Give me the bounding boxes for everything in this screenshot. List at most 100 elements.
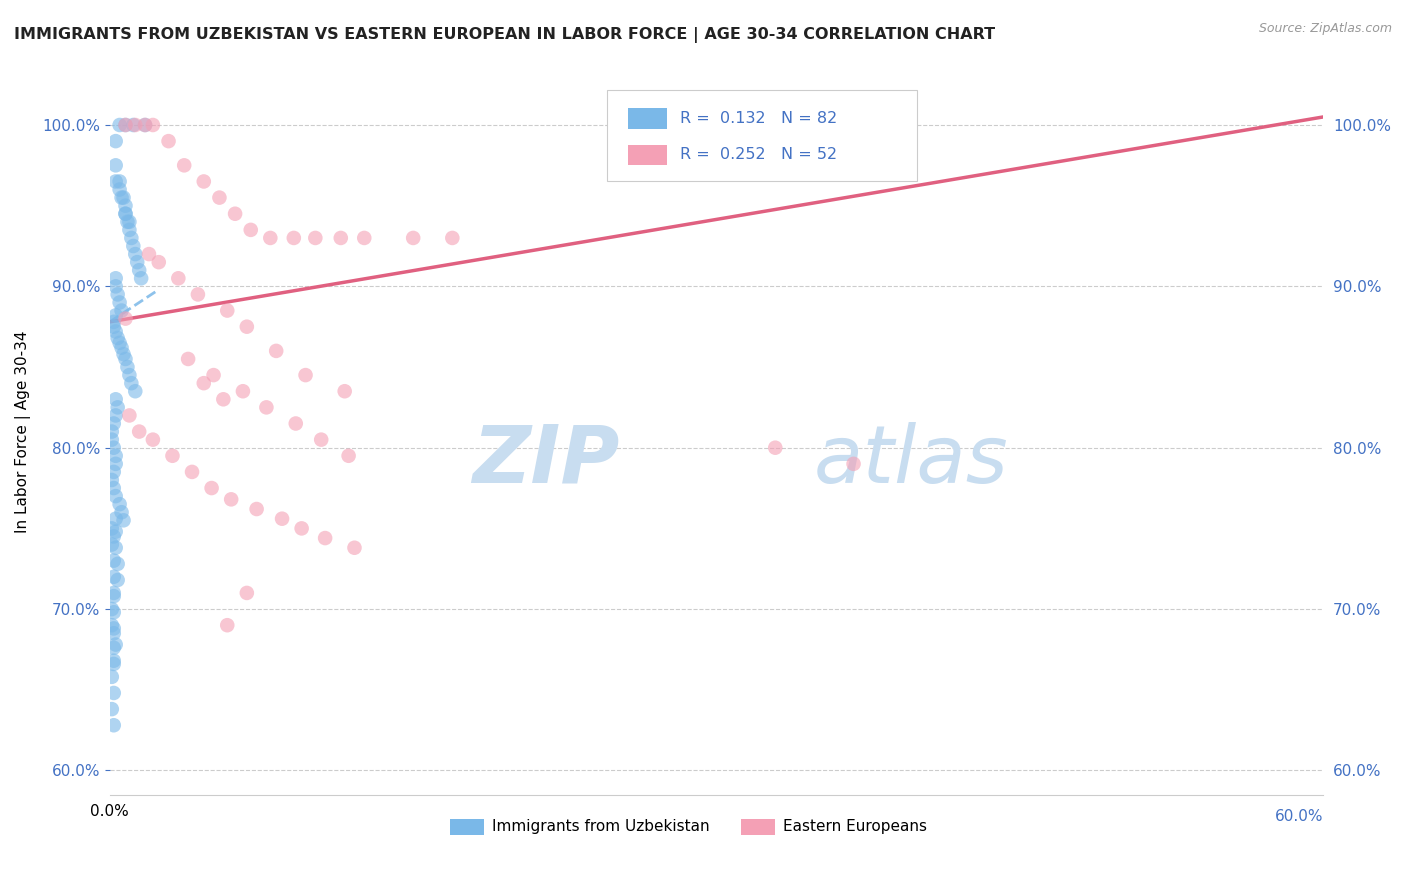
Point bbox=[110, 505, 132, 519]
Point bbox=[120, 376, 142, 391]
Point bbox=[162, 449, 184, 463]
Point bbox=[402, 231, 425, 245]
Point bbox=[104, 392, 127, 407]
Point bbox=[128, 263, 150, 277]
Point bbox=[104, 512, 127, 526]
Point bbox=[343, 541, 366, 555]
Bar bbox=[628, 109, 666, 128]
Point bbox=[103, 626, 125, 640]
Point bbox=[167, 271, 190, 285]
Point bbox=[118, 409, 141, 423]
Point bbox=[101, 670, 124, 684]
Point bbox=[104, 325, 127, 339]
Point bbox=[314, 531, 336, 545]
Point bbox=[103, 570, 125, 584]
Point bbox=[114, 351, 136, 366]
Text: Eastern Europeans: Eastern Europeans bbox=[783, 819, 928, 834]
Text: Immigrants from Uzbekistan: Immigrants from Uzbekistan bbox=[492, 819, 710, 834]
Bar bbox=[628, 145, 666, 165]
Point bbox=[142, 118, 165, 132]
Point bbox=[103, 315, 125, 329]
Point bbox=[114, 118, 136, 132]
Point bbox=[129, 271, 152, 285]
Point bbox=[201, 481, 224, 495]
Text: atlas: atlas bbox=[814, 422, 1008, 500]
Point bbox=[114, 207, 136, 221]
Point bbox=[232, 384, 254, 399]
Point bbox=[142, 433, 165, 447]
Point bbox=[107, 401, 129, 415]
Point bbox=[217, 618, 239, 632]
Point bbox=[112, 513, 135, 527]
Point bbox=[104, 279, 127, 293]
Point bbox=[103, 586, 125, 600]
Point bbox=[101, 473, 124, 487]
Text: Source: ZipAtlas.com: Source: ZipAtlas.com bbox=[1258, 22, 1392, 36]
Point bbox=[219, 492, 242, 507]
Point bbox=[108, 335, 131, 350]
Point bbox=[284, 417, 307, 431]
Text: R =  0.132   N = 82: R = 0.132 N = 82 bbox=[681, 112, 838, 126]
Bar bbox=[741, 819, 775, 835]
Point bbox=[114, 207, 136, 221]
Point bbox=[212, 392, 235, 407]
Y-axis label: In Labor Force | Age 30-34: In Labor Force | Age 30-34 bbox=[15, 330, 31, 533]
Point bbox=[124, 384, 146, 399]
Point bbox=[107, 287, 129, 301]
Point bbox=[309, 433, 332, 447]
Point bbox=[103, 622, 125, 636]
Point bbox=[763, 441, 786, 455]
Point bbox=[103, 441, 125, 455]
Point bbox=[120, 231, 142, 245]
Point bbox=[122, 239, 145, 253]
Point bbox=[236, 319, 259, 334]
Point bbox=[101, 521, 124, 535]
Point bbox=[104, 541, 127, 555]
Point bbox=[193, 376, 215, 391]
Point bbox=[103, 654, 125, 668]
Point bbox=[104, 309, 127, 323]
Point bbox=[104, 489, 127, 503]
Point bbox=[107, 557, 129, 571]
Point bbox=[104, 271, 127, 285]
Point bbox=[294, 368, 316, 383]
Point bbox=[264, 343, 287, 358]
Point bbox=[134, 118, 156, 132]
Point bbox=[337, 449, 360, 463]
Point bbox=[117, 215, 139, 229]
Point bbox=[124, 118, 146, 132]
Point bbox=[333, 384, 356, 399]
Point bbox=[128, 425, 150, 439]
Point bbox=[118, 223, 141, 237]
Point bbox=[104, 449, 127, 463]
Point bbox=[134, 118, 156, 132]
Point bbox=[118, 368, 141, 383]
Point bbox=[101, 537, 124, 551]
Point bbox=[193, 174, 215, 188]
Point bbox=[157, 134, 180, 148]
Point bbox=[110, 191, 132, 205]
Point bbox=[202, 368, 225, 383]
Point bbox=[101, 602, 124, 616]
Point bbox=[114, 311, 136, 326]
Point bbox=[103, 481, 125, 495]
Point bbox=[104, 409, 127, 423]
Point bbox=[103, 465, 125, 479]
Point bbox=[104, 638, 127, 652]
Point bbox=[110, 341, 132, 355]
Point bbox=[103, 686, 125, 700]
Point bbox=[101, 618, 124, 632]
Point bbox=[103, 640, 125, 655]
Point bbox=[304, 231, 326, 245]
Point bbox=[108, 295, 131, 310]
Bar bbox=[450, 819, 484, 835]
Point bbox=[217, 303, 239, 318]
Point bbox=[112, 347, 135, 361]
Point bbox=[224, 207, 246, 221]
Point bbox=[181, 465, 204, 479]
Text: 60.0%: 60.0% bbox=[1275, 809, 1323, 824]
Point bbox=[108, 497, 131, 511]
Point bbox=[283, 231, 305, 245]
Point bbox=[259, 231, 281, 245]
Point bbox=[124, 247, 146, 261]
